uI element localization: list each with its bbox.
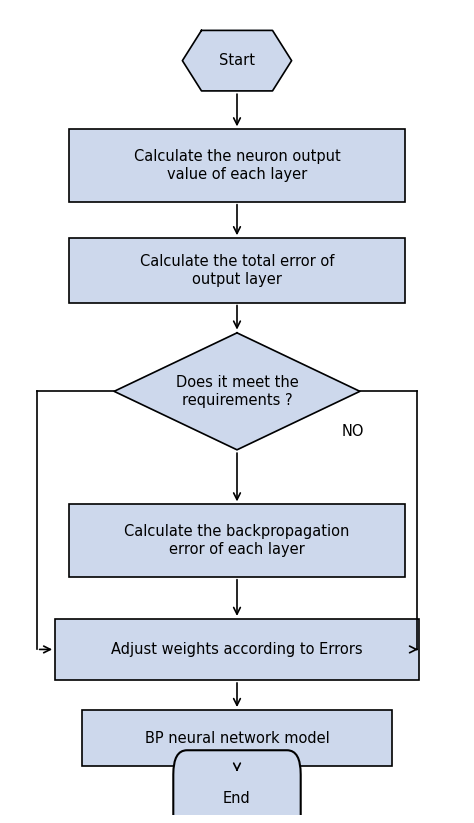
FancyBboxPatch shape xyxy=(55,619,419,680)
Text: Adjust weights according to Errors: Adjust weights according to Errors xyxy=(111,642,363,657)
Polygon shape xyxy=(114,332,360,450)
Text: Calculate the neuron output
value of each layer: Calculate the neuron output value of eac… xyxy=(134,149,340,182)
Text: Start: Start xyxy=(219,53,255,68)
Polygon shape xyxy=(182,30,292,91)
FancyBboxPatch shape xyxy=(69,238,405,303)
FancyBboxPatch shape xyxy=(69,129,405,202)
FancyBboxPatch shape xyxy=(82,710,392,766)
Text: BP neural network model: BP neural network model xyxy=(145,731,329,746)
FancyBboxPatch shape xyxy=(173,751,301,823)
Text: Does it meet the
requirements ?: Does it meet the requirements ? xyxy=(176,375,298,407)
Text: Calculate the total error of
output layer: Calculate the total error of output laye… xyxy=(140,254,334,286)
Text: NO: NO xyxy=(342,424,364,439)
Text: End: End xyxy=(223,791,251,807)
FancyBboxPatch shape xyxy=(69,504,405,577)
Text: Calculate the backpropagation
error of each layer: Calculate the backpropagation error of e… xyxy=(124,524,350,556)
